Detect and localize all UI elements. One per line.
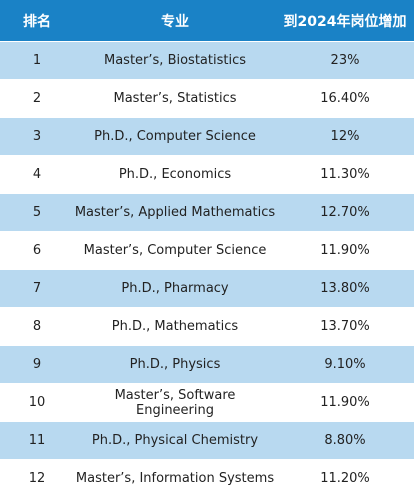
table-row: 3 Ph.D., Computer Science 12% <box>0 118 414 156</box>
growth-cell: 13.70% <box>276 308 414 346</box>
growth-cell: 9.10% <box>276 346 414 384</box>
major-cell: Master’s, Applied Mathematics <box>74 194 276 232</box>
rank-cell: 1 <box>0 42 74 80</box>
table-row: 6 Master’s, Computer Science 11.90% <box>0 232 414 270</box>
header-rank: 排名 <box>0 0 74 42</box>
major-cell: Ph.D., Physics <box>74 346 276 384</box>
table-row: 11 Ph.D., Physical Chemistry 8.80% <box>0 422 414 460</box>
table-row: 2 Master’s, Statistics 16.40% <box>0 80 414 118</box>
rank-cell: 5 <box>0 194 74 232</box>
growth-cell: 23% <box>276 42 414 80</box>
header-growth: 到2024年岗位增加 <box>276 0 414 42</box>
major-cell: Ph.D., Pharmacy <box>74 270 276 308</box>
table-row: 4 Ph.D., Economics 11.30% <box>0 156 414 194</box>
major-cell: Ph.D., Computer Science <box>74 118 276 156</box>
growth-cell: 11.20% <box>276 460 414 497</box>
rank-cell: 8 <box>0 308 74 346</box>
rank-cell: 3 <box>0 118 74 156</box>
growth-cell: 11.30% <box>276 156 414 194</box>
growth-cell: 11.90% <box>276 232 414 270</box>
table-row: 8 Ph.D., Mathematics 13.70% <box>0 308 414 346</box>
rank-cell: 10 <box>0 384 74 422</box>
major-cell: Ph.D., Economics <box>74 156 276 194</box>
rank-cell: 11 <box>0 422 74 460</box>
major-cell: Master’s, Information Systems <box>74 460 276 497</box>
growth-cell: 16.40% <box>276 80 414 118</box>
rank-cell: 9 <box>0 346 74 384</box>
table-row: 9 Ph.D., Physics 9.10% <box>0 346 414 384</box>
growth-cell: 11.90% <box>276 384 414 422</box>
rank-cell: 4 <box>0 156 74 194</box>
major-cell: Master’s, Computer Science <box>74 232 276 270</box>
table-row: 1 Master’s, Biostatistics 23% <box>0 42 414 80</box>
major-cell: Ph.D., Mathematics <box>74 308 276 346</box>
table-row: 7 Ph.D., Pharmacy 13.80% <box>0 270 414 308</box>
growth-cell: 12% <box>276 118 414 156</box>
growth-cell: 8.80% <box>276 422 414 460</box>
growth-cell: 12.70% <box>276 194 414 232</box>
table-header: 排名 专业 到2024年岗位增加 <box>0 0 414 42</box>
rank-cell: 2 <box>0 80 74 118</box>
table-body: 1 Master’s, Biostatistics 23% 2 Master’s… <box>0 42 414 497</box>
table-row: 12 Master’s, Information Systems 11.20% <box>0 460 414 497</box>
major-cell: Master’s, Biostatistics <box>74 42 276 80</box>
rank-cell: 12 <box>0 460 74 497</box>
header-major: 专业 <box>74 0 276 42</box>
header-row: 排名 专业 到2024年岗位增加 <box>0 0 414 42</box>
major-cell: Master’s, Software Engineering <box>74 384 276 422</box>
table-row: 5 Master’s, Applied Mathematics 12.70% <box>0 194 414 232</box>
major-cell: Master’s, Statistics <box>74 80 276 118</box>
major-cell: Ph.D., Physical Chemistry <box>74 422 276 460</box>
growth-cell: 13.80% <box>276 270 414 308</box>
rank-cell: 6 <box>0 232 74 270</box>
rank-cell: 7 <box>0 270 74 308</box>
table-row: 10 Master’s, Software Engineering 11.90% <box>0 384 414 422</box>
